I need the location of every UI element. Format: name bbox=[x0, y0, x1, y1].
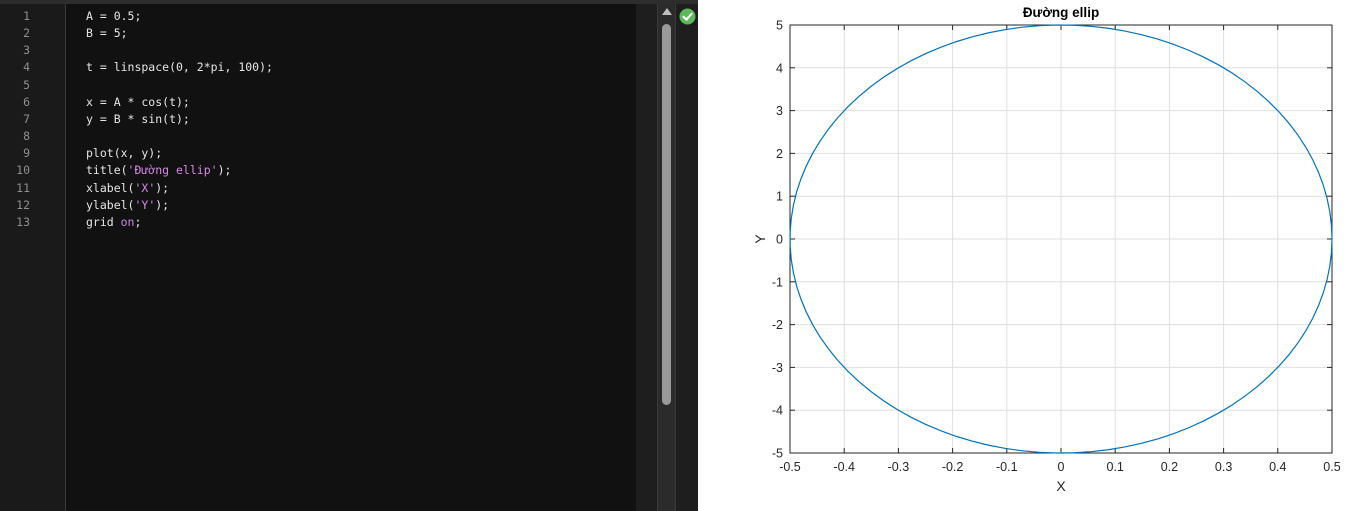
x-tick-label: 0.1 bbox=[1107, 460, 1124, 474]
code-token: x = A * cos(t); bbox=[86, 94, 190, 109]
x-tick-label: 0.5 bbox=[1323, 460, 1340, 474]
x-tick-label: 0.3 bbox=[1215, 460, 1232, 474]
chart-title: Đường ellip bbox=[1023, 5, 1099, 20]
line-number: 13 bbox=[16, 214, 30, 229]
code-line[interactable]: B = 5; bbox=[86, 25, 128, 42]
y-tick-label: 3 bbox=[776, 104, 783, 118]
y-tick-label: -4 bbox=[772, 404, 783, 418]
code-token: title( bbox=[86, 163, 128, 178]
keyword: on bbox=[120, 214, 135, 229]
plot-canvas: -0.5 -0.4 -0.3 -0.2 -0.1 0 0.1 0.2 0.3 0.4 0.5 5 4 3 2… bbox=[752, 5, 1341, 494]
y-tick-label: 5 bbox=[776, 19, 783, 33]
code-token: ylabel( bbox=[86, 197, 135, 212]
y-axis-label: Y bbox=[752, 234, 768, 244]
x-tick-label: 0.2 bbox=[1161, 460, 1178, 474]
line-number: 3 bbox=[23, 43, 30, 58]
line-number: 9 bbox=[23, 146, 30, 161]
x-tick-label: -0.2 bbox=[942, 460, 964, 474]
ellipse-series-line bbox=[789, 24, 1333, 454]
code-area[interactable]: A = 0.5; B = 5; t = linspace(0, 2*pi, 100)… bbox=[66, 4, 636, 511]
y-tick-label: 2 bbox=[776, 147, 783, 161]
code-line[interactable]: plot(x, y); bbox=[86, 145, 162, 162]
y-tick-label: 1 bbox=[776, 190, 783, 204]
code-token: ; bbox=[134, 214, 142, 229]
code-token: y = B * sin(t); bbox=[86, 111, 190, 126]
code-token: ); bbox=[155, 197, 170, 212]
y-tick-label: -3 bbox=[772, 361, 783, 375]
code-token: plot(x, y); bbox=[86, 146, 163, 161]
x-tick-label: 0 bbox=[1058, 460, 1065, 474]
code-token: xlabel( bbox=[86, 180, 135, 195]
y-tick-label: -5 bbox=[772, 447, 783, 461]
code-analyzer-strip bbox=[675, 4, 698, 511]
line-number: 11 bbox=[16, 180, 30, 195]
line-number: 4 bbox=[23, 60, 30, 75]
line-number: 7 bbox=[23, 111, 30, 126]
code-token: ); bbox=[155, 180, 170, 195]
code-line[interactable]: t = linspace(0, 2*pi, 100); bbox=[86, 59, 273, 76]
y-tick-label: 0 bbox=[776, 233, 783, 247]
code-line[interactable]: grid on; bbox=[86, 214, 141, 231]
editor-top-border bbox=[0, 0, 698, 4]
code-line[interactable]: ylabel('Y'); bbox=[86, 197, 169, 214]
code-editor[interactable]: 1 2 3 4 5 6 7 8 9 10 11 12 13 A = 0.5; B = 5; t = lins… bbox=[0, 0, 698, 511]
code-line[interactable]: y = B * sin(t); bbox=[86, 111, 190, 128]
string-literal: 'Đường ellip' bbox=[127, 163, 218, 178]
x-tick-label: -0.5 bbox=[779, 460, 801, 474]
line-number: 10 bbox=[16, 163, 30, 178]
x-tick-label: -0.4 bbox=[833, 460, 855, 474]
code-line[interactable]: A = 0.5; bbox=[86, 8, 141, 25]
y-tick-label: -1 bbox=[772, 275, 783, 289]
string-literal: 'X' bbox=[134, 180, 156, 195]
x-axis-label: X bbox=[1056, 478, 1066, 494]
code-token: ); bbox=[217, 163, 232, 178]
line-number: 1 bbox=[23, 9, 30, 23]
x-tick-label: -0.1 bbox=[996, 460, 1018, 474]
scroll-up-arrow-icon[interactable] bbox=[662, 8, 672, 15]
line-number-gutter: 1 2 3 4 5 6 7 8 9 10 11 12 13 bbox=[0, 4, 66, 511]
code-line[interactable]: title('Đường ellip'); bbox=[86, 162, 231, 179]
code-token: A = 0.5; bbox=[86, 9, 142, 23]
figure-window: -0.5 -0.4 -0.3 -0.2 -0.1 0 0.1 0.2 0.3 0.4 0.5 5 4 3 2… bbox=[698, 0, 1369, 511]
line-number: 12 bbox=[16, 197, 30, 212]
scrollbar-thumb[interactable] bbox=[662, 24, 671, 405]
line-number: 2 bbox=[23, 26, 30, 41]
y-tick-label: -2 bbox=[772, 318, 783, 332]
line-number: 5 bbox=[23, 77, 30, 92]
code-line[interactable]: x = A * cos(t); bbox=[86, 94, 190, 111]
string-literal: 'Y' bbox=[134, 197, 156, 212]
line-number: 8 bbox=[23, 129, 30, 144]
x-tick-label: -0.3 bbox=[888, 460, 910, 474]
code-line[interactable]: xlabel('X'); bbox=[86, 180, 169, 197]
check-circle-icon[interactable] bbox=[679, 8, 696, 25]
code-token: B = 5; bbox=[86, 26, 128, 41]
line-number: 6 bbox=[23, 94, 30, 109]
x-tick-label: 0.4 bbox=[1269, 460, 1286, 474]
y-tick-label: 4 bbox=[776, 61, 783, 75]
code-token: t = linspace(0, 2*pi, 100); bbox=[86, 60, 273, 75]
code-token: grid bbox=[86, 214, 121, 229]
vertical-scrollbar[interactable] bbox=[657, 4, 675, 511]
